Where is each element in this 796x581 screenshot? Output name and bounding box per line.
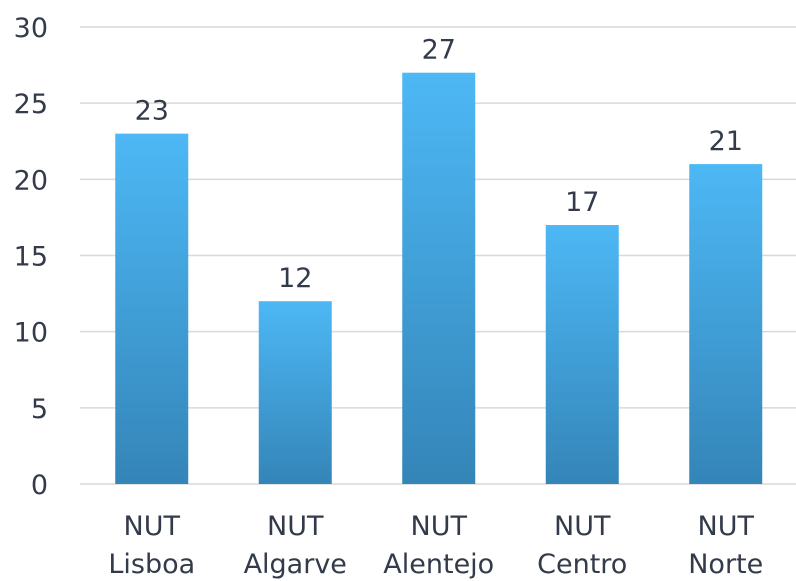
bar — [258, 301, 332, 484]
x-category-label: NUT — [124, 511, 181, 542]
data-label: 27 — [422, 35, 456, 66]
data-label: 17 — [565, 187, 599, 218]
x-axis-categories: NUT Lisboa NUT Algarve NUT Alentejo NUT Centro N… — [108, 511, 763, 580]
x-category-label: NUT — [698, 511, 755, 542]
x-category-label: NUT — [267, 511, 324, 542]
y-tick-label: 0 — [31, 470, 48, 501]
x-category-label: NUT — [411, 511, 468, 542]
bars — [115, 72, 763, 485]
bar — [545, 225, 619, 485]
data-labels: 23 12 27 17 21 — [135, 35, 743, 295]
y-tick-label: 10 — [14, 318, 48, 349]
y-tick-label: 15 — [14, 242, 48, 273]
x-category-label: Alentejo — [383, 549, 494, 580]
data-label: 23 — [135, 96, 169, 127]
y-tick-label: 5 — [31, 394, 48, 425]
x-category-label: NUT — [554, 511, 611, 542]
bar — [402, 72, 476, 484]
y-axis-ticks: 0 5 10 15 20 25 30 — [14, 13, 48, 501]
x-category-label: Norte — [688, 549, 763, 580]
data-label: 21 — [709, 126, 743, 157]
bar — [689, 164, 763, 484]
bar — [115, 133, 189, 484]
x-category-label: Centro — [537, 549, 627, 580]
x-category-label: Algarve — [244, 549, 347, 580]
y-tick-label: 25 — [14, 89, 48, 120]
y-tick-label: 20 — [14, 165, 48, 196]
y-tick-label: 30 — [14, 13, 48, 44]
x-category-label: Lisboa — [108, 549, 195, 580]
data-label: 12 — [278, 263, 312, 294]
